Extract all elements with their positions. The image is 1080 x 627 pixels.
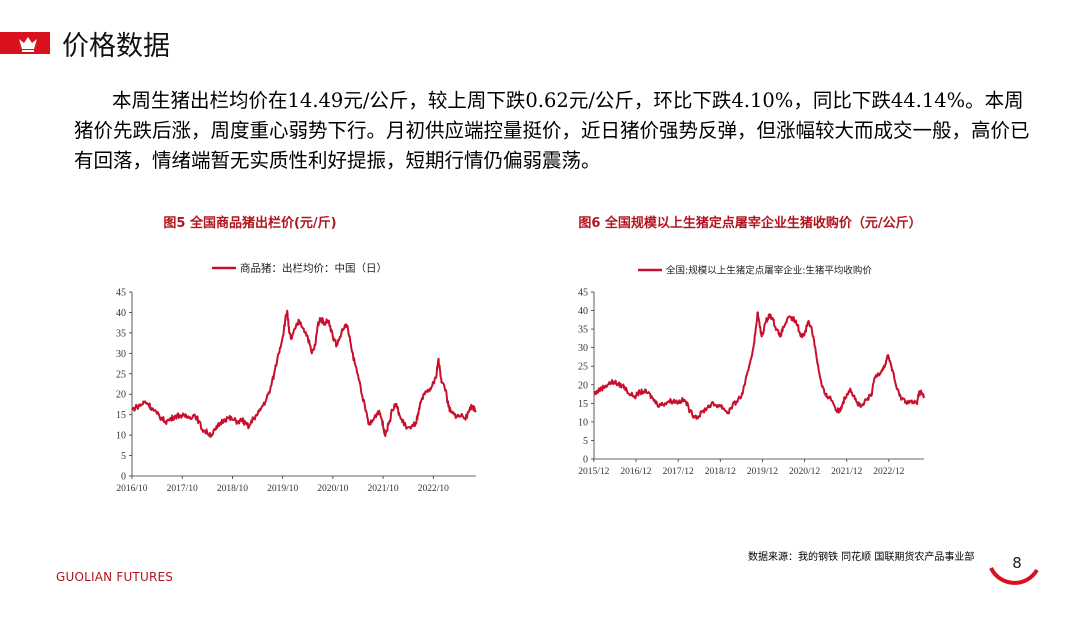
y-tick-label: 5 (583, 436, 588, 447)
page-corner-arc (989, 567, 1039, 585)
x-tick-label: 2016/12 (620, 467, 651, 477)
brand-logo: GUOLIAN FUTURES (56, 570, 174, 584)
y-tick-label: 0 (583, 455, 588, 466)
x-tick-label: 2022/10 (418, 484, 449, 494)
chart1-legend: 商品猪：出栏均价：中国（日） (212, 262, 387, 275)
x-tick-label: 2018/10 (217, 484, 248, 494)
summary-paragraph: 本周生猪出栏均价在14.49元/公斤，较上周下跌0.62元/公斤，环比下跌4.1… (74, 89, 1030, 172)
y-tick-label: 40 (578, 306, 588, 317)
y-tick-label: 40 (116, 308, 126, 319)
x-tick-label: 2019/10 (267, 484, 298, 494)
x-tick-label: 2015/12 (578, 467, 609, 477)
chart2: 全国:规模以上生猪定点屠宰企业:生猪平均收购价 0 5 10 15 20 25 30 35 40 4… (578, 265, 925, 477)
x-tick-label: 2021/12 (831, 467, 862, 477)
y-tick-label: 20 (578, 380, 588, 391)
y-tick-label: 5 (121, 451, 126, 462)
chart1-series-line (131, 309, 477, 438)
x-tick-label: 2022/12 (873, 467, 904, 477)
x-tick-label: 2019/12 (747, 467, 778, 477)
chart2-title: 图6 全国规模以上生猪定点屠宰企业生猪收购价（元/公斤） (578, 216, 922, 231)
x-tick-label: 2020/12 (789, 467, 820, 477)
chart2-legend: 全国:规模以上生猪定点屠宰企业:生猪平均收购价 (638, 265, 872, 277)
chart2-series-line (593, 311, 925, 420)
page-number: 8 (1012, 554, 1022, 572)
y-tick-label: 45 (116, 288, 126, 299)
chart1: 商品猪：出栏均价：中国（日） 0 5 10 15 20 25 30 35 40 45 2016/10 2… (116, 262, 477, 494)
legend-label: 商品猪：出栏均价：中国（日） (240, 262, 387, 275)
y-tick-label: 25 (116, 369, 126, 380)
y-tick-label: 30 (578, 343, 588, 354)
x-tick-label: 2017/10 (167, 484, 198, 494)
x-tick-label: 2020/10 (317, 484, 348, 494)
y-tick-label: 30 (116, 349, 126, 360)
y-tick-label: 35 (578, 325, 588, 336)
y-tick-label: 45 (578, 288, 588, 299)
y-tick-label: 25 (578, 362, 588, 373)
y-tick-label: 15 (116, 410, 126, 421)
crown-icon (19, 37, 37, 52)
y-tick-label: 0 (121, 472, 126, 483)
x-tick-label: 2021/10 (368, 484, 399, 494)
legend-label: 全国:规模以上生猪定点屠宰企业:生猪平均收购价 (666, 265, 872, 277)
page-title: 价格数据 (62, 31, 170, 62)
y-tick-label: 20 (116, 390, 126, 401)
y-tick-label: 15 (578, 399, 588, 410)
x-tick-label: 2016/10 (116, 484, 147, 494)
y-tick-label: 10 (116, 431, 126, 442)
x-tick-label: 2017/12 (663, 467, 694, 477)
data-source: 数据来源：我的钢铁 同花顺 国联期货农产品事业部 (748, 552, 975, 563)
section-badge (0, 32, 50, 54)
y-tick-label: 10 (578, 417, 588, 428)
x-tick-label: 2018/12 (705, 467, 736, 477)
chart1-title: 图5 全国商品猪出栏价(元/斤) (163, 216, 337, 231)
y-tick-label: 35 (116, 328, 126, 339)
